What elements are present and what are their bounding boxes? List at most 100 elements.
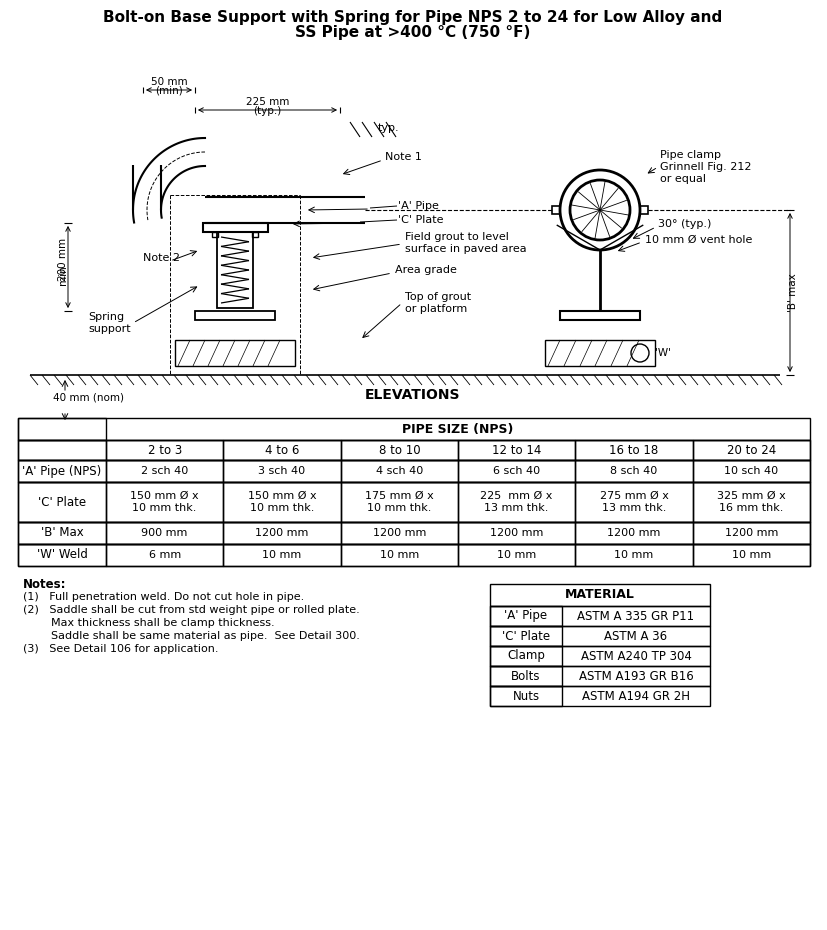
Text: (min): (min): [155, 86, 183, 96]
Text: 'A' Pipe (NPS): 'A' Pipe (NPS): [22, 464, 102, 477]
Bar: [490, 626, 562, 646]
Text: (2)   Saddle shall be cut from std weight pipe or rolled plate.: (2) Saddle shall be cut from std weight …: [23, 605, 360, 615]
Text: 10 mm: 10 mm: [614, 550, 653, 560]
Text: ASTM A194 GR 2H: ASTM A194 GR 2H: [582, 689, 690, 702]
Text: typ.: typ.: [378, 123, 399, 133]
Text: 'C' Plate: 'C' Plate: [502, 630, 550, 643]
Text: 'W' Weld: 'W' Weld: [36, 549, 88, 562]
Bar: [203, 223, 268, 232]
Bar: [341, 440, 458, 460]
Bar: [576, 460, 693, 482]
Bar: [545, 340, 655, 366]
Bar: [106, 482, 223, 522]
Bar: [693, 482, 810, 522]
Bar: [18, 522, 810, 544]
Text: Grinnell Fig. 212: Grinnell Fig. 212: [660, 162, 752, 172]
Text: 6 mm: 6 mm: [149, 550, 181, 560]
Text: 'B' Max: 'B' Max: [41, 526, 84, 539]
Bar: [18, 522, 106, 544]
Bar: [576, 544, 693, 566]
Text: 2 to 3: 2 to 3: [147, 444, 182, 457]
Text: Bolts: Bolts: [511, 670, 541, 683]
Text: Notes:: Notes:: [23, 578, 66, 591]
Bar: [458, 482, 576, 522]
Bar: [458, 544, 576, 566]
Text: 1200 mm: 1200 mm: [724, 528, 778, 538]
Text: 200 mm: 200 mm: [58, 237, 68, 281]
Bar: [693, 522, 810, 544]
Bar: [490, 666, 710, 686]
Text: 'C' Plate: 'C' Plate: [38, 496, 86, 509]
Text: ASTM A240 TP 304: ASTM A240 TP 304: [581, 649, 691, 662]
Text: Spring: Spring: [88, 312, 124, 322]
Bar: [18, 418, 810, 440]
Text: 4 sch 40: 4 sch 40: [375, 466, 423, 476]
Bar: [217, 232, 253, 308]
Bar: [223, 544, 341, 566]
Text: 6 sch 40: 6 sch 40: [493, 466, 540, 476]
Bar: [18, 482, 810, 522]
Text: (typ.): (typ.): [253, 106, 282, 116]
Text: 1200 mm: 1200 mm: [490, 528, 543, 538]
Text: 1200 mm: 1200 mm: [256, 528, 308, 538]
Text: 10 mm Ø vent hole: 10 mm Ø vent hole: [645, 235, 753, 245]
Bar: [18, 544, 106, 566]
Text: Bolt-on Base Support with Spring for Pipe NPS 2 to 24 for Low Alloy and: Bolt-on Base Support with Spring for Pip…: [103, 10, 723, 25]
Text: ASTM A 335 GR P11: ASTM A 335 GR P11: [577, 609, 695, 622]
Bar: [106, 440, 223, 460]
Text: Nuts: Nuts: [513, 689, 539, 702]
Bar: [490, 646, 710, 666]
Bar: [18, 460, 106, 482]
Bar: [576, 440, 693, 460]
Text: 900 mm: 900 mm: [141, 528, 188, 538]
Bar: [18, 440, 106, 460]
Bar: [693, 440, 810, 460]
Text: SS Pipe at >400 °C (750 °F): SS Pipe at >400 °C (750 °F): [295, 25, 531, 41]
Bar: [458, 440, 576, 460]
Bar: [560, 311, 640, 320]
Bar: [18, 482, 106, 522]
Bar: [552, 206, 560, 214]
Bar: [490, 606, 710, 626]
Text: MATERIAL: MATERIAL: [565, 589, 635, 602]
Text: 'A' Pipe: 'A' Pipe: [504, 609, 547, 622]
Text: 325 mm Ø x
16 mm thk.: 325 mm Ø x 16 mm thk.: [717, 491, 786, 512]
Bar: [490, 626, 710, 646]
Text: 175 mm Ø x
10 mm thk.: 175 mm Ø x 10 mm thk.: [365, 491, 433, 512]
Bar: [490, 666, 562, 686]
Bar: [106, 522, 223, 544]
Text: 150 mm Ø x
10 mm thk.: 150 mm Ø x 10 mm thk.: [248, 491, 316, 512]
Text: support: support: [88, 324, 131, 334]
Bar: [223, 460, 341, 482]
Text: 'W': 'W': [655, 348, 671, 358]
Text: Field grout to level: Field grout to level: [405, 232, 509, 242]
Text: or equal: or equal: [660, 174, 706, 184]
Bar: [18, 440, 810, 460]
Bar: [490, 606, 562, 626]
Bar: [341, 522, 458, 544]
Text: 'C' Plate: 'C' Plate: [398, 215, 443, 225]
Bar: [252, 232, 258, 237]
Text: ASTM A193 GR B16: ASTM A193 GR B16: [579, 670, 693, 683]
Text: PIPE SIZE (NPS): PIPE SIZE (NPS): [402, 422, 514, 435]
Text: Clamp: Clamp: [507, 649, 545, 662]
Bar: [18, 544, 810, 566]
Bar: [490, 646, 562, 666]
Text: 275 mm Ø x
13 mm thk.: 275 mm Ø x 13 mm thk.: [600, 491, 668, 512]
Text: 30° (typ.): 30° (typ.): [658, 219, 711, 229]
Bar: [458, 522, 576, 544]
Bar: [640, 206, 648, 214]
Text: Note 2: Note 2: [143, 253, 180, 263]
Text: 225 mm: 225 mm: [246, 97, 289, 107]
Text: 150 mm Ø x
10 mm thk.: 150 mm Ø x 10 mm thk.: [131, 491, 199, 512]
Bar: [576, 522, 693, 544]
Bar: [458, 460, 576, 482]
Text: 8 to 10: 8 to 10: [379, 444, 420, 457]
Text: min: min: [58, 265, 68, 285]
Text: (3)   See Detail 106 for application.: (3) See Detail 106 for application.: [23, 644, 218, 654]
Bar: [341, 544, 458, 566]
Text: 10 mm: 10 mm: [732, 550, 771, 560]
Text: 12 to 14: 12 to 14: [492, 444, 542, 457]
Bar: [106, 460, 223, 482]
Text: Saddle shall be same material as pipe.  See Detail 300.: Saddle shall be same material as pipe. S…: [23, 631, 360, 641]
